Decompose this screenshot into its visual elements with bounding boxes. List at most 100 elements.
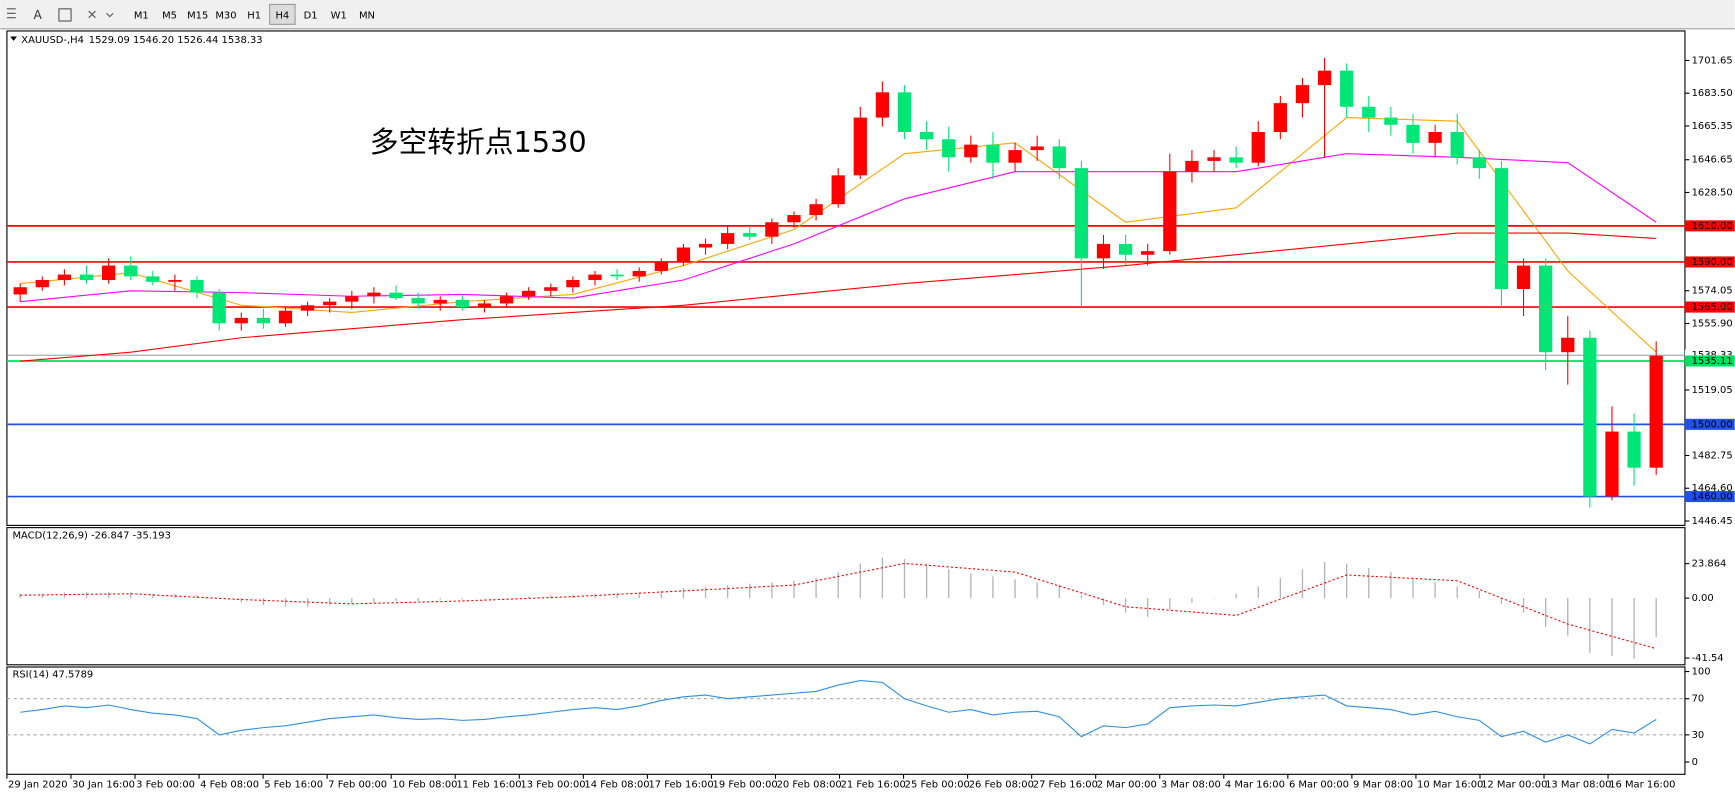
candle-body [1008, 150, 1022, 163]
x-tick-label: 21 Feb 16:00 [841, 779, 906, 790]
tool-icon[interactable] [88, 10, 114, 19]
x-tick-label: 3 Mar 08:00 [1161, 779, 1221, 790]
candle-body [743, 233, 757, 237]
y-tick-label: 1555.90 [1692, 318, 1733, 329]
timeframe-label[interactable]: M1 [134, 10, 149, 21]
y-tick-label: 1665.35 [1692, 121, 1733, 132]
macd-bar [749, 583, 751, 599]
macd-bar [1147, 598, 1149, 617]
y-tick-label: 0 [1692, 757, 1698, 768]
macd-panel [6, 527, 1686, 666]
timeframe-label[interactable]: H1 [247, 10, 261, 21]
candle-body [1406, 124, 1420, 143]
tool-icon[interactable] [58, 8, 72, 22]
y-tick-label: 1701.65 [1692, 55, 1733, 66]
macd-bar [1191, 598, 1193, 603]
candle-body [124, 265, 138, 277]
x-tick-label: 10 Feb 08:00 [392, 779, 457, 790]
y-tick-label: 70 [1692, 694, 1705, 705]
level-label-box [1684, 256, 1735, 268]
macd-bar [1633, 598, 1635, 659]
candle-body [654, 261, 668, 271]
candle-body [1450, 132, 1464, 158]
candle-body [1561, 337, 1575, 353]
x-tick-label: 4 Mar 16:00 [1225, 779, 1285, 790]
macd-bar [483, 598, 486, 599]
macd-bar [638, 592, 640, 599]
x-tick-label: 10 Mar 16:00 [1417, 779, 1483, 790]
y-tick-label: 1646.65 [1692, 155, 1733, 166]
candle-body [1649, 355, 1663, 468]
candle-body [522, 290, 536, 297]
level-label: 1565.00 [1692, 302, 1733, 313]
candle-body [831, 175, 845, 205]
timeframe-button[interactable] [269, 3, 296, 25]
timeframe-label[interactable]: H4 [275, 10, 289, 21]
y-tick-label: 1464.60 [1692, 483, 1733, 494]
candle-body [632, 270, 646, 277]
candle-body [676, 247, 691, 262]
candle-body [1516, 265, 1531, 290]
candle-body [1096, 243, 1111, 259]
x-tick-label: 13 Feb 00:00 [520, 779, 585, 790]
candle-body [698, 243, 713, 248]
indicator-line [20, 562, 1657, 650]
candle-body [1362, 106, 1376, 118]
candle-body [1074, 168, 1089, 259]
macd-bar [815, 577, 817, 599]
macd-bar [1522, 598, 1525, 613]
x-tick-label: 17 Feb 16:00 [648, 779, 713, 790]
macd-bar [439, 598, 441, 600]
tool-icon[interactable]: A [33, 8, 42, 22]
timeframe-label[interactable]: MN [359, 10, 375, 21]
y-tick-label: 1446.45 [1692, 516, 1733, 527]
candle-body [367, 292, 381, 297]
timeframe-label[interactable]: W1 [331, 10, 347, 21]
timeframe-label[interactable]: M5 [162, 10, 177, 21]
macd-bar [174, 593, 176, 599]
candle-body [477, 303, 492, 308]
timeframe-label[interactable]: M15 [187, 10, 208, 21]
candle-body [1207, 157, 1221, 161]
level-label-box [1684, 301, 1735, 313]
macd-bar [1014, 579, 1016, 599]
tool-icon[interactable] [6, 8, 16, 19]
indicator-line [20, 117, 1657, 353]
candle-body [588, 274, 602, 281]
macd-bar [1058, 585, 1060, 599]
macd-bar [130, 592, 132, 599]
macd-bar [925, 563, 928, 599]
x-tick-label: 5 Feb 16:00 [264, 779, 323, 790]
y-tick-label: 1628.50 [1692, 187, 1733, 198]
candle-body [1295, 85, 1310, 104]
timeframe-label[interactable]: M30 [215, 10, 236, 21]
y-tick-label: 30 [1692, 730, 1705, 741]
indicator-line [20, 232, 1657, 362]
macd-bar [859, 563, 861, 599]
macd-bar [1080, 595, 1083, 599]
x-tick-label: 9 Mar 08:00 [1353, 779, 1413, 790]
candle-body [35, 280, 49, 288]
rsi-panel [6, 666, 1686, 775]
macd-bar [1611, 598, 1613, 656]
macd-bar [85, 592, 88, 599]
candle-body [853, 117, 867, 176]
macd-bar [881, 557, 884, 599]
drawing-tools[interactable]: A [6, 8, 114, 22]
x-tick-label: 14 Feb 08:00 [584, 779, 649, 790]
x-tick-label: 19 Feb 00:00 [713, 779, 778, 790]
y-tick-label: -41.54 [1692, 653, 1724, 664]
candle-body [79, 274, 94, 281]
macd-bar [240, 598, 242, 603]
candle-body [610, 274, 624, 277]
level-label-box [1684, 491, 1735, 503]
candle-body [1583, 337, 1597, 497]
macd-bar [1279, 577, 1282, 599]
timeframe-label[interactable]: D1 [304, 10, 318, 21]
main-panel [6, 30, 1686, 526]
y-tick-label: 1519.05 [1692, 385, 1733, 396]
candle-body [455, 299, 469, 308]
level-label-box [1684, 355, 1735, 367]
candle-body [566, 280, 580, 288]
